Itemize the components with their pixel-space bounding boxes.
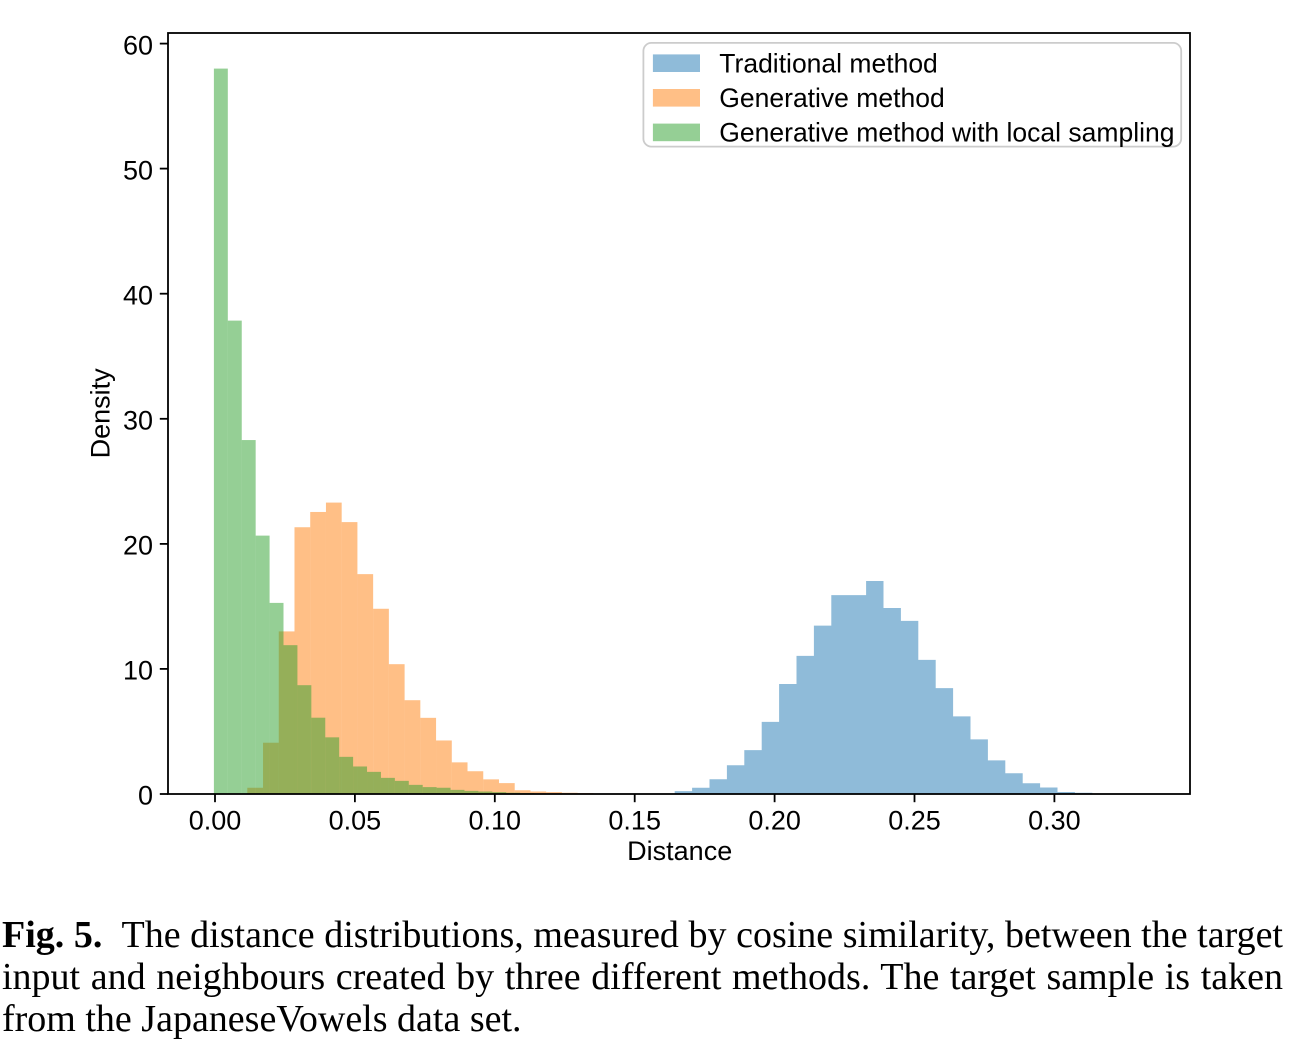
svg-text:Generative method with local s: Generative method with local sampling (719, 118, 1174, 148)
svg-text:10: 10 (123, 656, 153, 686)
svg-text:0.20: 0.20 (748, 806, 801, 836)
svg-text:Generative method: Generative method (719, 83, 944, 113)
svg-text:Traditional method: Traditional method (719, 48, 938, 78)
svg-text:60: 60 (123, 30, 153, 60)
svg-text:Distance: Distance (627, 836, 732, 866)
svg-text:0.25: 0.25 (888, 806, 941, 836)
svg-text:0.30: 0.30 (1028, 806, 1081, 836)
svg-text:0.00: 0.00 (189, 806, 242, 836)
svg-text:30: 30 (123, 406, 153, 436)
svg-text:0: 0 (138, 781, 153, 811)
svg-text:0.15: 0.15 (608, 806, 661, 836)
svg-text:40: 40 (123, 280, 153, 310)
svg-text:0.05: 0.05 (329, 806, 382, 836)
svg-text:50: 50 (123, 155, 153, 185)
svg-text:20: 20 (123, 531, 153, 561)
svg-text:0.10: 0.10 (469, 806, 522, 836)
svg-text:Density: Density (85, 368, 115, 459)
